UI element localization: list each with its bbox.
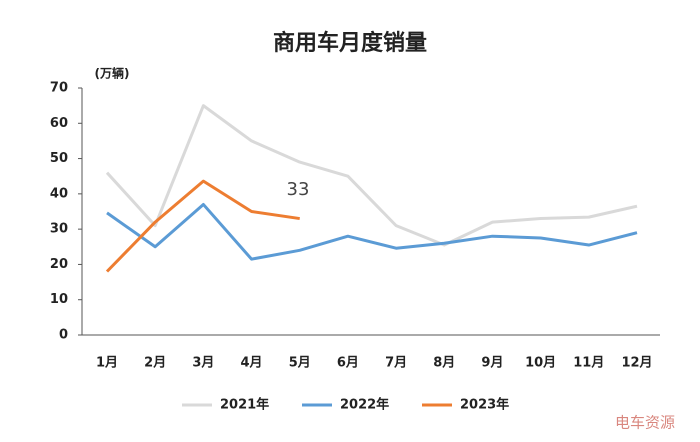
- x-tick-label: 1月: [96, 356, 118, 371]
- x-tick-label: 9月: [481, 356, 503, 371]
- y-tick-label: 50: [50, 151, 68, 166]
- x-tick-label: 3月: [192, 356, 214, 371]
- y-tick-label: 60: [50, 116, 68, 131]
- x-tick-label: 12月: [621, 356, 652, 371]
- y-tick-label: 10: [50, 292, 68, 307]
- x-tick-label: 2月: [144, 356, 166, 371]
- legend-label: 2023年: [460, 397, 509, 413]
- y-tick-label: 20: [50, 257, 68, 272]
- chart-title: 商用车月度销量: [273, 30, 427, 56]
- legend-label: 2022年: [340, 397, 389, 413]
- y-tick-label: 0: [59, 328, 68, 343]
- x-tick-label: 11月: [573, 356, 604, 371]
- annotation: 33: [287, 179, 310, 200]
- y-axis-label: (万辆): [95, 66, 130, 81]
- line-series: [105, 179, 300, 273]
- x-tick-label: 10月: [525, 356, 556, 371]
- y-tick-label: 70: [50, 81, 68, 96]
- x-tick-label: 5月: [289, 356, 311, 371]
- y-tick-label: 30: [50, 222, 68, 237]
- legend-label: 2021年: [220, 397, 269, 413]
- x-tick-label: 6月: [337, 356, 359, 371]
- line-series: [105, 104, 638, 247]
- x-tick-label: 4月: [241, 356, 263, 371]
- line-series: [106, 202, 638, 261]
- x-tick-label: 8月: [433, 356, 455, 371]
- x-tick-label: 7月: [385, 356, 407, 371]
- source-watermark: 电车资源: [615, 414, 675, 432]
- y-tick-label: 40: [50, 186, 68, 201]
